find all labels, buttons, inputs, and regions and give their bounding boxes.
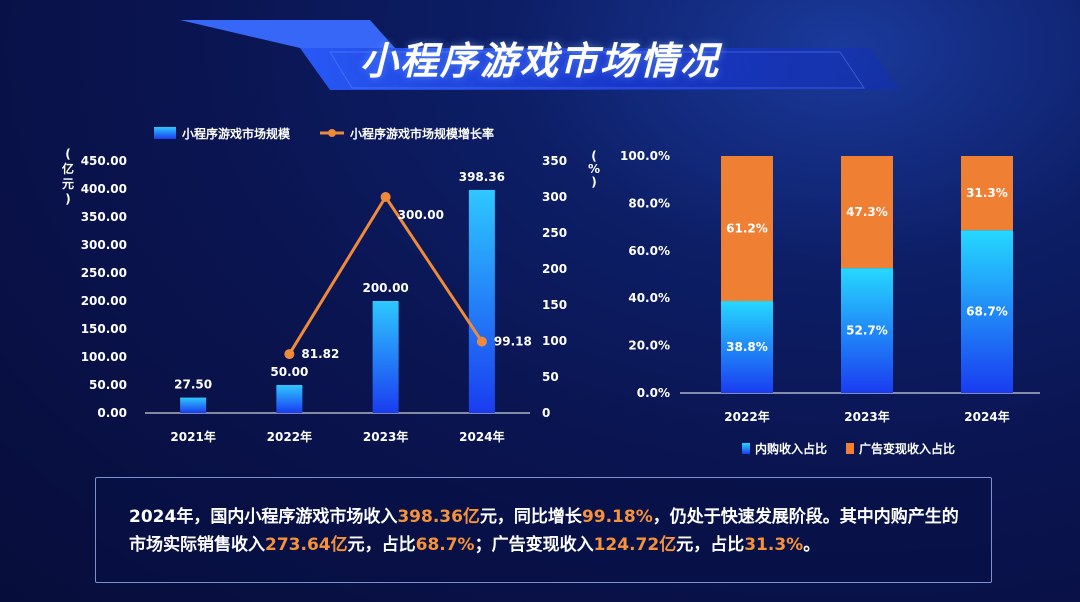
stacked-bar-segment-ad (841, 156, 893, 269)
summary-segment: ；广告变现收入 (474, 535, 594, 555)
left-legend: 小程序游戏市场规模 小程序游戏市场规模增长率 (154, 126, 494, 141)
y-left-tick-label: 450.00 (81, 154, 127, 168)
y-left-unit-label: ( (65, 147, 70, 161)
stacked-bar-segment-inapp (961, 230, 1013, 393)
segment-data-label: 61.2% (726, 222, 768, 236)
segment-data-label: 52.7% (846, 324, 888, 338)
y-left-unit-label: 元 (62, 177, 74, 191)
summary-segment: 元，占比 (347, 535, 416, 555)
y-left-tick-label: 250.00 (81, 266, 127, 280)
summary-segment: ，仍处于快速发展阶段。其中内购产生的市场实际销售收入 (129, 507, 959, 555)
y-right-tick-label: 200 (542, 262, 567, 276)
y-right-tick-label: 50 (542, 370, 559, 384)
y-tick-label: 100.0% (620, 149, 670, 163)
stacked-bar-segment-ad (961, 156, 1013, 231)
right-legend: 内购收入占比 广告变现收入占比 (742, 441, 955, 456)
y-tick-label: 20.0% (628, 339, 670, 353)
y-right-tick-label: 0 (542, 406, 550, 420)
y-left-unit-label: 亿 (62, 161, 74, 176)
y-tick-label: 60.0% (628, 244, 670, 258)
summary-text: 2024年，国内小程序游戏市场收入398.36亿元，同比增长99.18%，仍处于… (129, 503, 963, 559)
summary-highlight: 31.3% (744, 535, 804, 555)
x-tick-label: 2021年 (170, 429, 215, 444)
y-right-tick-label: 150 (542, 298, 567, 312)
summary-highlight: 68.7% (415, 535, 475, 555)
bar-swatch-icon (154, 127, 176, 139)
x-tick-label: 2022年 (267, 429, 312, 444)
bar (372, 301, 399, 413)
y-left-tick-label: 400.00 (81, 182, 127, 196)
y-right-tick-label: 350 (542, 154, 567, 168)
bar (180, 397, 207, 413)
stacked-bar-segment-inapp (841, 268, 893, 393)
summary-box: 2024年，国内小程序游戏市场收入398.36亿元，同比增长99.18%，仍处于… (95, 477, 992, 583)
y-right-tick-label: 100 (542, 334, 567, 348)
summary-highlight: 273.64亿 (265, 535, 348, 555)
y-tick-label: 80.0% (628, 196, 670, 210)
bar (468, 189, 495, 413)
bar-data-label: 200.00 (362, 281, 408, 295)
title-banner (180, 20, 900, 90)
bar (276, 385, 303, 413)
x-tick-label: 2024年 (964, 409, 1009, 424)
y-tick-label: 40.0% (628, 291, 670, 305)
x-tick-label: 2023年 (844, 409, 889, 424)
segment-data-label: 68.7% (966, 305, 1008, 319)
bar-data-label: 398.36 (459, 170, 505, 184)
orange-swatch-icon (846, 443, 854, 454)
bar-data-label: 50.00 (270, 365, 308, 379)
summary-highlight: 124.72亿 (593, 535, 677, 555)
line-data-label: 81.82 (301, 347, 339, 361)
y-left-tick-label: 200.00 (81, 294, 127, 308)
segment-data-label: 31.3% (966, 186, 1008, 200)
legend-label: 内购收入占比 (755, 441, 827, 456)
page-title: 小程序游戏市场情况 (359, 39, 720, 83)
line-marker-dot (328, 129, 336, 137)
y-left-tick-label: 150.00 (81, 322, 127, 336)
x-tick-label: 2024年 (459, 429, 504, 444)
x-tick-label: 2023年 (363, 429, 408, 444)
segment-data-label: 38.8% (726, 340, 768, 354)
segment-data-label: 47.3% (846, 205, 888, 219)
summary-segment: 。 (803, 535, 821, 555)
legend-label: 广告变现收入占比 (859, 441, 955, 456)
summary-highlight: 398.36亿 (397, 507, 480, 527)
growth-rate-point (284, 349, 295, 360)
growth-rate-point (380, 192, 391, 202)
summary-highlight: 99.18% (581, 507, 653, 527)
legend-label: 小程序游戏市场规模增长率 (350, 126, 494, 141)
x-tick-label: 2022年 (724, 409, 769, 424)
y-left-unit-label: ) (65, 192, 70, 206)
y-left-tick-label: 50.00 (89, 378, 127, 392)
y-left-tick-label: 300.00 (81, 238, 127, 252)
legend-label: 小程序游戏市场规模 (182, 126, 291, 141)
line-data-label: 99.18 (494, 335, 532, 349)
summary-segment: 2024年，国内小程序游戏市场收入 (129, 507, 398, 527)
bar-data-label: 27.50 (174, 378, 212, 392)
summary-segment: 元，同比增长 (479, 507, 582, 527)
summary-segment: 元，占比 (676, 535, 745, 555)
y-left-tick-label: 350.00 (81, 210, 127, 224)
stacked-bar-segment-ad (721, 156, 773, 302)
y-right-unit-label: % (588, 162, 600, 176)
y-right-unit-label: ( (591, 149, 596, 163)
y-right-tick-label: 250 (542, 226, 567, 240)
growth-rate-point (476, 336, 487, 347)
y-right-unit-label: ) (591, 175, 596, 189)
y-left-tick-label: 100.00 (81, 350, 127, 364)
line-data-label: 300.00 (398, 208, 444, 222)
y-tick-label: 0.0% (637, 386, 670, 400)
y-right-tick-label: 300 (542, 190, 567, 204)
y-left-tick-label: 0.00 (97, 406, 127, 420)
bar-swatch-icon (742, 443, 750, 454)
stacked-bar-segment-inapp (721, 301, 773, 393)
